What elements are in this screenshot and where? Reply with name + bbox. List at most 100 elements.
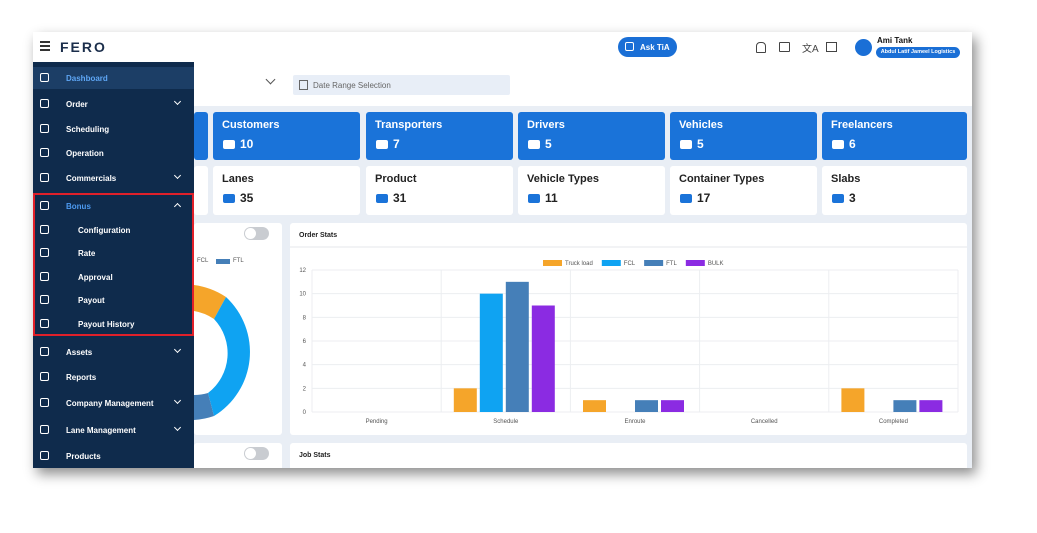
x-tick-label: Completed bbox=[879, 419, 908, 425]
legend-swatch bbox=[644, 260, 664, 266]
toggle-knob bbox=[245, 448, 256, 459]
card-label: Container Types bbox=[679, 173, 765, 185]
card-value: 6 bbox=[849, 137, 856, 151]
sidebar-item[interactable]: Dashboard bbox=[33, 67, 194, 89]
sidebar-label: Dashboard bbox=[66, 74, 108, 83]
sidebar-icon bbox=[40, 451, 49, 460]
sidebar-icon bbox=[40, 272, 49, 281]
sidebar: Dashboard Order Scheduling Operation Commerc… bbox=[33, 62, 194, 468]
y-tick-label: 4 bbox=[303, 363, 307, 369]
sidebar-chevron[interactable] bbox=[173, 171, 182, 180]
summary-card[interactable]: Freelancers 6 bbox=[822, 112, 967, 160]
top-bar: FERO Ask TiA 文A Ami Tank Abdul Latif Jam… bbox=[33, 32, 972, 63]
sidebar-item[interactable]: Bonus bbox=[33, 195, 194, 217]
detail-card[interactable]: Lanes 35 bbox=[213, 166, 360, 215]
ask-button[interactable]: Ask TiA bbox=[618, 37, 677, 57]
sidebar-item[interactable]: Scheduling bbox=[33, 118, 194, 140]
avatar[interactable] bbox=[855, 39, 872, 56]
sidebar-label: Approval bbox=[78, 273, 113, 282]
card-icon bbox=[680, 194, 692, 203]
sidebar-item[interactable]: Operation bbox=[33, 142, 194, 164]
card-icon bbox=[832, 194, 844, 203]
sidebar-item[interactable]: Approval bbox=[33, 266, 194, 288]
sidebar-item[interactable]: Commercials bbox=[33, 167, 194, 189]
sidebar-item[interactable]: Assets bbox=[33, 341, 194, 363]
summary-card[interactable]: Drivers 5 bbox=[518, 112, 665, 160]
highlight-box bbox=[33, 193, 194, 336]
dropdown-chevron[interactable] bbox=[265, 74, 276, 85]
sidebar-icon bbox=[40, 201, 49, 210]
card-icon bbox=[376, 194, 388, 203]
menu-button[interactable] bbox=[40, 41, 50, 43]
card-value: 35 bbox=[240, 191, 254, 205]
card-label: Customers bbox=[222, 119, 280, 131]
notifications[interactable] bbox=[756, 42, 766, 53]
sidebar-icon bbox=[40, 425, 49, 434]
card-label: Vehicles bbox=[679, 119, 724, 131]
job-stats-title: Job Stats bbox=[299, 452, 331, 459]
y-tick-label: 10 bbox=[299, 292, 306, 298]
toggle[interactable] bbox=[244, 447, 269, 460]
sidebar-item[interactable]: Rate bbox=[33, 242, 194, 264]
x-tick-label: Schedule bbox=[493, 419, 519, 425]
sidebar-chevron[interactable] bbox=[173, 97, 182, 106]
date-range-input[interactable]: Date Range Selection bbox=[293, 75, 510, 95]
card-label: Drivers bbox=[527, 119, 565, 131]
sidebar-chevron[interactable] bbox=[173, 423, 182, 432]
donut-segment bbox=[208, 297, 250, 416]
bar bbox=[893, 400, 917, 412]
detail-card-partial bbox=[194, 166, 208, 215]
sidebar-icon bbox=[40, 73, 49, 82]
bar bbox=[635, 400, 658, 412]
summary-card[interactable]: Vehicles 5 bbox=[670, 112, 817, 160]
bar bbox=[583, 400, 606, 412]
sidebar-item[interactable]: Reports bbox=[33, 366, 194, 388]
filter-bar: Date Range Selection bbox=[194, 62, 972, 106]
sidebar-chevron[interactable] bbox=[173, 345, 182, 354]
x-tick-label: Cancelled bbox=[751, 419, 778, 425]
sidebar-icon bbox=[40, 248, 49, 257]
x-tick-label: Pending bbox=[366, 419, 388, 425]
detail-card[interactable]: Vehicle Types 11 bbox=[518, 166, 665, 215]
donut-segment bbox=[194, 393, 214, 420]
toggle[interactable] bbox=[244, 227, 269, 240]
donut-segment bbox=[194, 285, 226, 319]
sidebar-label: Payout bbox=[78, 296, 105, 305]
legend-swatch bbox=[601, 260, 621, 266]
summary-card[interactable]: Customers 10 bbox=[213, 112, 360, 160]
legend-label: FCL bbox=[197, 258, 209, 264]
bar bbox=[661, 400, 684, 412]
card-label: Freelancers bbox=[831, 119, 893, 131]
card-value: 7 bbox=[393, 137, 400, 151]
sidebar-chevron[interactable] bbox=[173, 396, 182, 405]
translate[interactable]: 文A bbox=[802, 44, 819, 55]
detail-card[interactable]: Product 31 bbox=[366, 166, 513, 215]
sidebar-item[interactable]: Payout bbox=[33, 289, 194, 311]
y-tick-label: 0 bbox=[303, 410, 307, 416]
ask-icon bbox=[625, 42, 634, 51]
messages[interactable] bbox=[779, 42, 790, 52]
summary-card[interactable]: Transporters 7 bbox=[366, 112, 513, 160]
layout-toggle[interactable] bbox=[826, 42, 837, 52]
sidebar-item[interactable]: Payout History bbox=[33, 313, 194, 335]
sidebar-label: Scheduling bbox=[66, 125, 110, 134]
user-name: Ami Tank bbox=[877, 36, 913, 45]
detail-card[interactable]: Slabs 3 bbox=[822, 166, 967, 215]
card-icon bbox=[223, 194, 235, 203]
sidebar-label: Order bbox=[66, 100, 88, 109]
card-label: Lanes bbox=[222, 173, 254, 185]
detail-card[interactable]: Container Types 17 bbox=[670, 166, 817, 215]
sidebar-item[interactable]: Configuration bbox=[33, 219, 194, 241]
sidebar-item[interactable]: Lane Management bbox=[33, 419, 194, 441]
sidebar-icon bbox=[40, 319, 49, 328]
logo: FERO bbox=[60, 39, 107, 55]
sidebar-icon bbox=[40, 148, 49, 157]
sidebar-item[interactable]: Order bbox=[33, 93, 194, 115]
sidebar-item[interactable]: Company Management bbox=[33, 392, 194, 414]
job-stats-panel: Job Stats bbox=[290, 443, 967, 468]
bar bbox=[453, 388, 477, 412]
bar bbox=[505, 281, 529, 412]
sidebar-item[interactable]: Products bbox=[33, 445, 194, 467]
legend-swatch bbox=[543, 260, 562, 266]
